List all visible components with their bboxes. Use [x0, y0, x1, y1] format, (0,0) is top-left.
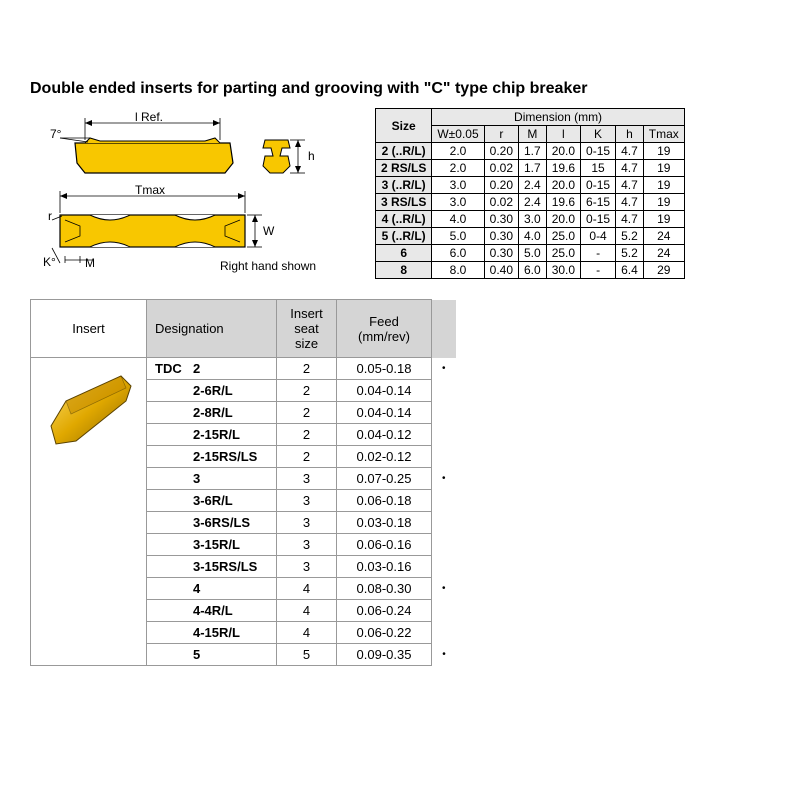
technical-diagram: r 7° l Ref. h Tmax W M K° Right hand sho… [30, 108, 360, 273]
svg-text:Tmax: Tmax [135, 183, 165, 197]
svg-text:l Ref.: l Ref. [135, 110, 163, 124]
insert-table: InsertDesignationInsertseatsizeFeed(mm/r… [30, 299, 457, 666]
svg-text:r: r [48, 209, 52, 223]
svg-text:Right hand shown: Right hand shown [220, 259, 316, 273]
dimension-table: SizeDimension (mm)W±0.05rMlKhTmax2 (..R/… [375, 108, 685, 279]
svg-text:W: W [263, 224, 275, 238]
svg-text:K°: K° [43, 255, 56, 269]
svg-text:M: M [85, 256, 95, 270]
svg-text:7°: 7° [50, 127, 62, 141]
page-title: Double ended inserts for parting and gro… [30, 80, 770, 98]
svg-text:h: h [308, 149, 315, 163]
